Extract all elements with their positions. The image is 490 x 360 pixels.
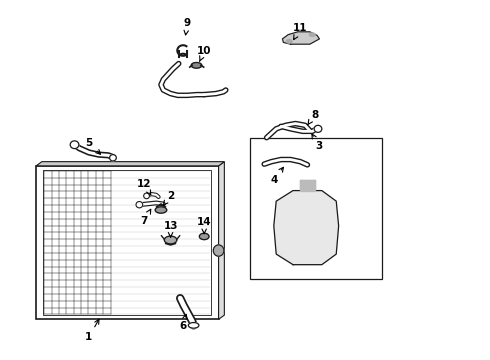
- Bar: [250, 138, 382, 279]
- Polygon shape: [282, 32, 319, 44]
- Polygon shape: [219, 162, 224, 319]
- Text: 9: 9: [184, 18, 191, 35]
- Ellipse shape: [144, 193, 149, 199]
- Ellipse shape: [309, 33, 315, 36]
- Ellipse shape: [70, 141, 79, 149]
- Text: 11: 11: [293, 23, 307, 40]
- Text: 10: 10: [197, 46, 211, 62]
- Ellipse shape: [188, 323, 199, 328]
- Text: 13: 13: [163, 221, 178, 237]
- Polygon shape: [274, 190, 339, 265]
- Polygon shape: [300, 180, 315, 190]
- Text: 3: 3: [312, 134, 323, 152]
- Text: 5: 5: [85, 138, 100, 154]
- Ellipse shape: [136, 202, 143, 208]
- Text: 1: 1: [85, 319, 99, 342]
- Text: 7: 7: [141, 209, 151, 226]
- Ellipse shape: [164, 236, 177, 244]
- Ellipse shape: [314, 125, 322, 132]
- Text: 2: 2: [163, 191, 174, 206]
- Ellipse shape: [286, 40, 292, 43]
- Text: 8: 8: [308, 110, 318, 125]
- Text: 4: 4: [270, 167, 283, 185]
- Ellipse shape: [199, 233, 209, 240]
- Text: 6: 6: [179, 314, 187, 332]
- Text: 12: 12: [137, 179, 151, 195]
- Ellipse shape: [191, 63, 202, 68]
- Text: 14: 14: [197, 217, 212, 234]
- Polygon shape: [36, 162, 224, 166]
- Ellipse shape: [110, 154, 116, 161]
- Ellipse shape: [213, 245, 224, 256]
- Ellipse shape: [155, 207, 167, 213]
